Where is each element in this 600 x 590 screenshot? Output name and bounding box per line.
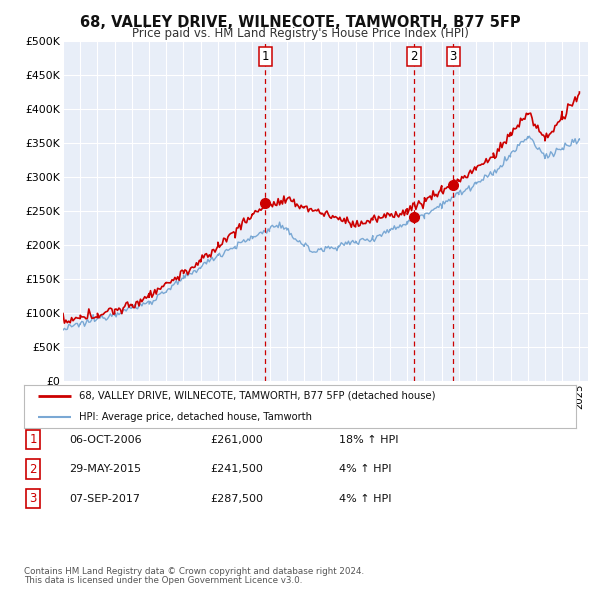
Text: 1: 1 — [29, 433, 37, 446]
Text: £261,000: £261,000 — [210, 435, 263, 444]
Text: 29-MAY-2015: 29-MAY-2015 — [69, 464, 141, 474]
Text: 68, VALLEY DRIVE, WILNECOTE, TAMWORTH, B77 5FP: 68, VALLEY DRIVE, WILNECOTE, TAMWORTH, B… — [80, 15, 520, 30]
Text: Contains HM Land Registry data © Crown copyright and database right 2024.: Contains HM Land Registry data © Crown c… — [24, 568, 364, 576]
Text: 1: 1 — [262, 50, 269, 63]
Text: 18% ↑ HPI: 18% ↑ HPI — [339, 435, 398, 444]
Text: 06-OCT-2006: 06-OCT-2006 — [69, 435, 142, 444]
Text: 4% ↑ HPI: 4% ↑ HPI — [339, 464, 391, 474]
Text: 3: 3 — [449, 50, 457, 63]
Text: HPI: Average price, detached house, Tamworth: HPI: Average price, detached house, Tamw… — [79, 412, 312, 422]
Text: £241,500: £241,500 — [210, 464, 263, 474]
Text: 4% ↑ HPI: 4% ↑ HPI — [339, 494, 391, 503]
Text: 07-SEP-2017: 07-SEP-2017 — [69, 494, 140, 503]
Text: Price paid vs. HM Land Registry's House Price Index (HPI): Price paid vs. HM Land Registry's House … — [131, 27, 469, 40]
Text: 68, VALLEY DRIVE, WILNECOTE, TAMWORTH, B77 5FP (detached house): 68, VALLEY DRIVE, WILNECOTE, TAMWORTH, B… — [79, 391, 436, 401]
Text: This data is licensed under the Open Government Licence v3.0.: This data is licensed under the Open Gov… — [24, 576, 302, 585]
Text: 2: 2 — [29, 463, 37, 476]
Text: 3: 3 — [29, 492, 37, 505]
Text: £287,500: £287,500 — [210, 494, 263, 503]
Text: 2: 2 — [410, 50, 418, 63]
